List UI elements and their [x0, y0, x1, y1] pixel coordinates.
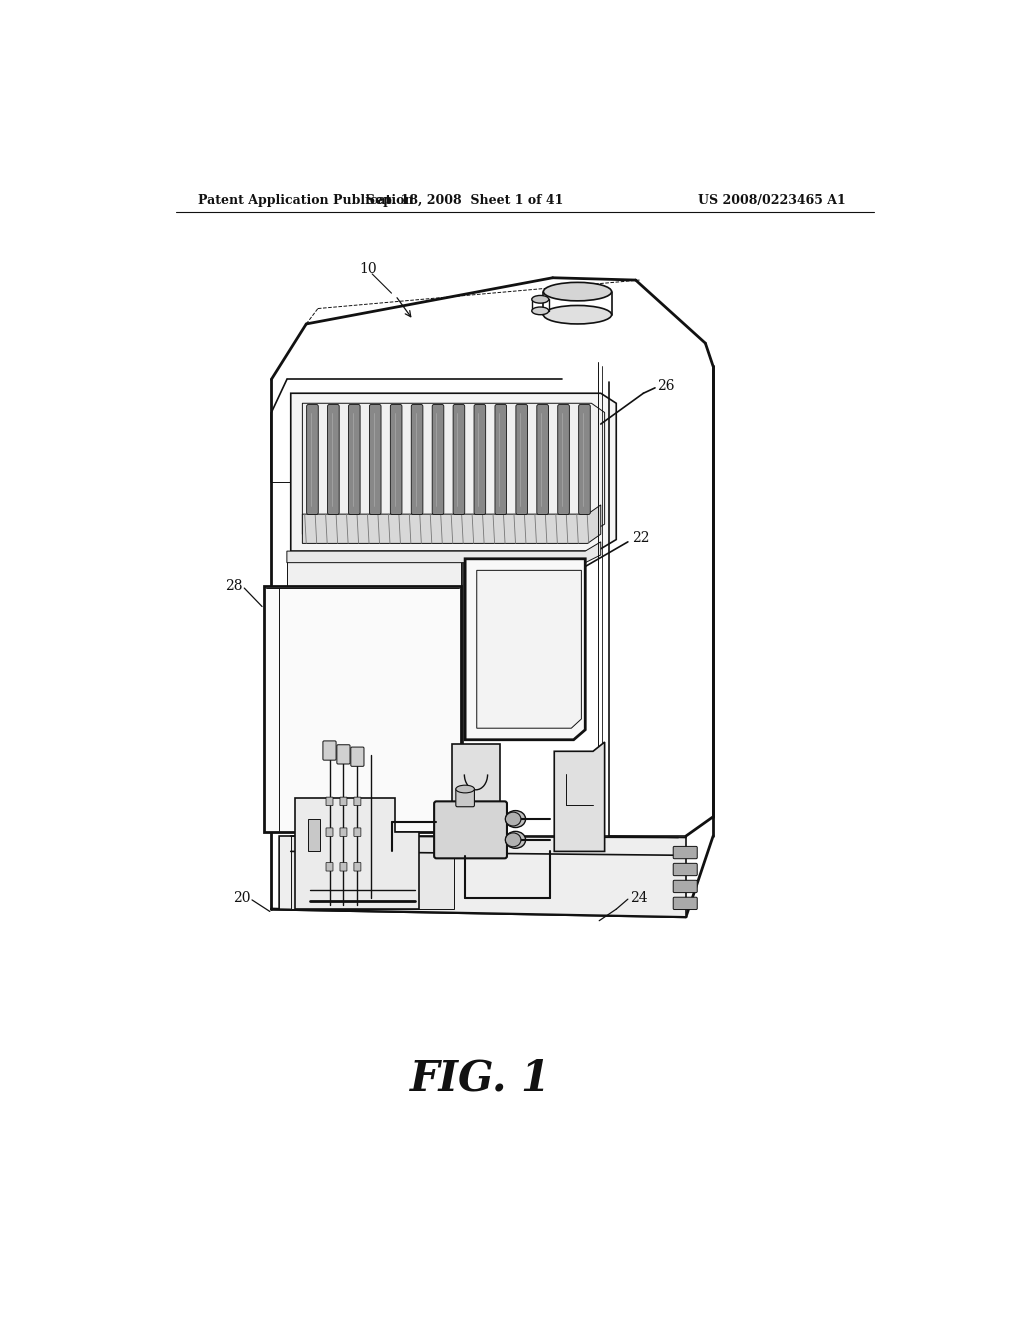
FancyBboxPatch shape	[412, 404, 423, 515]
FancyBboxPatch shape	[340, 797, 347, 805]
FancyBboxPatch shape	[673, 880, 697, 892]
Ellipse shape	[506, 812, 521, 826]
FancyBboxPatch shape	[453, 404, 465, 515]
Polygon shape	[452, 743, 500, 804]
Polygon shape	[302, 404, 604, 535]
Text: 26: 26	[657, 379, 675, 392]
Polygon shape	[280, 836, 686, 917]
FancyBboxPatch shape	[328, 404, 339, 515]
FancyBboxPatch shape	[326, 862, 333, 871]
FancyBboxPatch shape	[354, 862, 360, 871]
FancyBboxPatch shape	[579, 404, 590, 515]
FancyBboxPatch shape	[516, 404, 527, 515]
Ellipse shape	[544, 305, 611, 323]
Text: 28: 28	[225, 578, 243, 593]
Polygon shape	[291, 836, 454, 909]
FancyBboxPatch shape	[348, 404, 360, 515]
Polygon shape	[287, 543, 601, 562]
Polygon shape	[295, 797, 419, 909]
FancyBboxPatch shape	[673, 863, 697, 875]
Ellipse shape	[544, 282, 611, 301]
FancyBboxPatch shape	[432, 404, 443, 515]
FancyBboxPatch shape	[326, 797, 333, 805]
Text: Sep. 18, 2008  Sheet 1 of 41: Sep. 18, 2008 Sheet 1 of 41	[367, 194, 564, 207]
FancyBboxPatch shape	[340, 862, 347, 871]
Polygon shape	[465, 558, 586, 739]
FancyBboxPatch shape	[337, 744, 350, 764]
FancyBboxPatch shape	[306, 404, 318, 515]
FancyBboxPatch shape	[558, 404, 569, 515]
FancyBboxPatch shape	[370, 404, 381, 515]
Ellipse shape	[506, 810, 525, 828]
Polygon shape	[477, 570, 582, 729]
FancyBboxPatch shape	[354, 828, 360, 837]
FancyBboxPatch shape	[537, 404, 549, 515]
Text: 10: 10	[359, 261, 377, 276]
FancyBboxPatch shape	[474, 404, 485, 515]
Text: 20: 20	[232, 891, 251, 904]
Text: FIG. 1: FIG. 1	[411, 1057, 551, 1100]
Polygon shape	[291, 393, 616, 552]
FancyBboxPatch shape	[456, 788, 474, 807]
FancyBboxPatch shape	[326, 828, 333, 837]
Polygon shape	[263, 586, 461, 832]
Text: 22: 22	[632, 531, 649, 545]
Ellipse shape	[531, 308, 549, 314]
FancyBboxPatch shape	[351, 747, 364, 767]
FancyBboxPatch shape	[434, 801, 507, 858]
Polygon shape	[308, 818, 321, 851]
FancyBboxPatch shape	[673, 898, 697, 909]
FancyBboxPatch shape	[323, 741, 336, 760]
Text: 24: 24	[630, 891, 648, 904]
Ellipse shape	[531, 296, 549, 304]
Ellipse shape	[456, 785, 474, 793]
Polygon shape	[302, 506, 601, 544]
FancyBboxPatch shape	[340, 828, 347, 837]
FancyBboxPatch shape	[673, 846, 697, 859]
FancyBboxPatch shape	[390, 404, 402, 515]
FancyBboxPatch shape	[354, 797, 360, 805]
Ellipse shape	[506, 833, 521, 847]
Polygon shape	[287, 554, 461, 832]
Text: US 2008/0223465 A1: US 2008/0223465 A1	[697, 194, 846, 207]
Text: Patent Application Publication: Patent Application Publication	[198, 194, 414, 207]
Ellipse shape	[506, 832, 525, 849]
FancyBboxPatch shape	[495, 404, 507, 515]
Polygon shape	[554, 742, 604, 851]
